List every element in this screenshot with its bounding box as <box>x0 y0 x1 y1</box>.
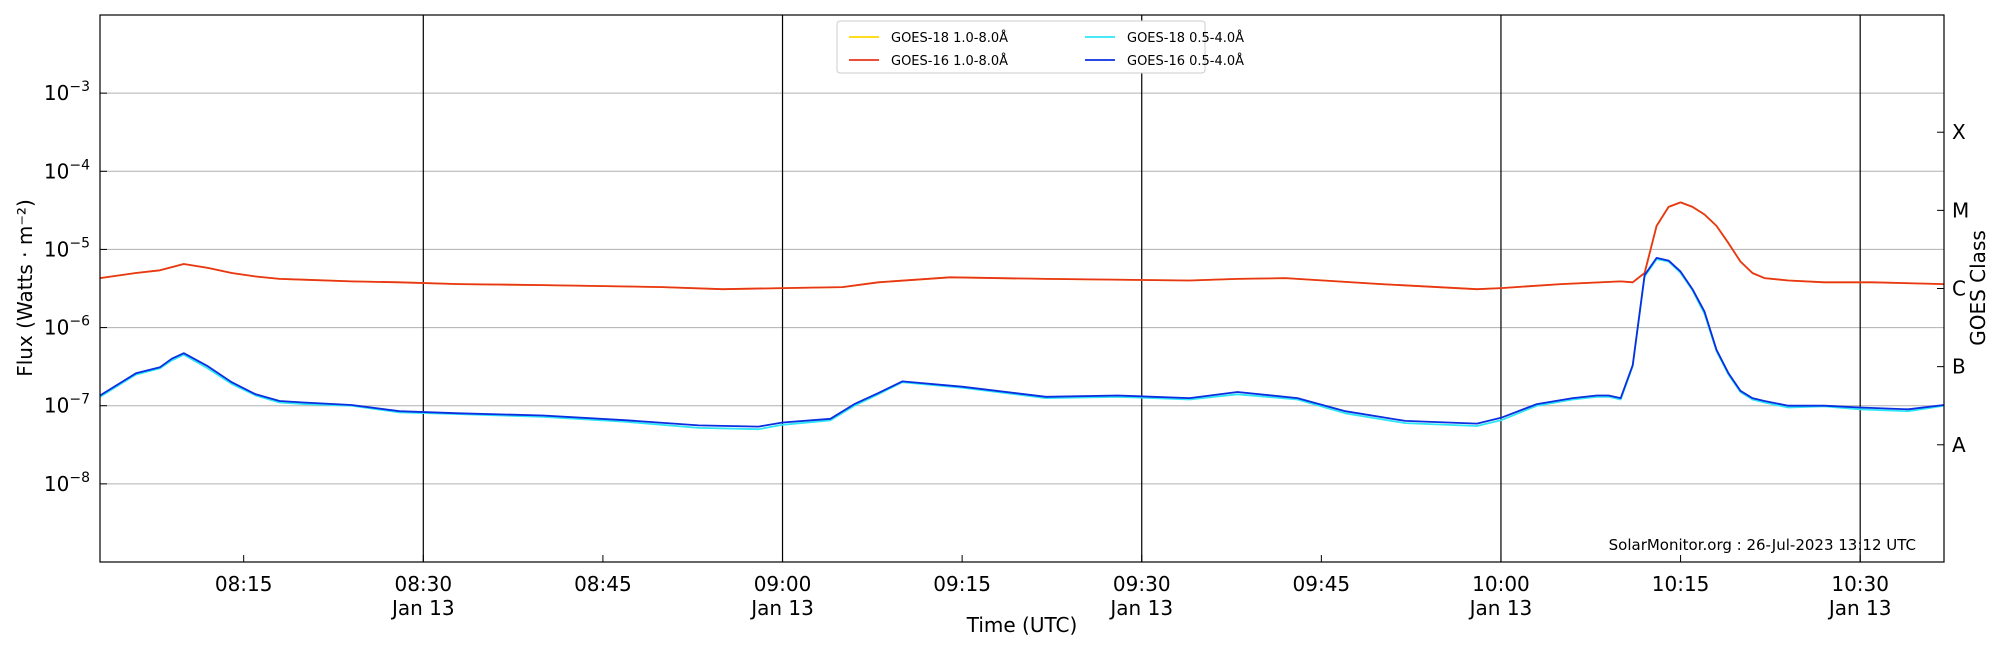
x-tick-label: 10:00 <box>1472 572 1530 596</box>
tick-layer <box>100 92 1944 562</box>
y-tick-label: 10−4 <box>44 157 90 183</box>
x-tick-date-label: Jan 13 <box>390 596 455 620</box>
goes-class-label: M <box>1952 198 1969 222</box>
y-tick-label: 10−6 <box>44 314 90 340</box>
x-tick-label: 09:00 <box>754 572 812 596</box>
x-tick-date-label: Jan 13 <box>749 596 814 620</box>
x-tick-date-label: Jan 13 <box>1827 596 1892 620</box>
legend-label: GOES-16 1.0-8.0Å <box>891 53 1008 69</box>
x-tick-label: 09:45 <box>1293 572 1351 596</box>
x-tick-label: 09:30 <box>1113 572 1171 596</box>
legend-label: GOES-16 0.5-4.0Å <box>1127 53 1244 69</box>
legend-label: GOES-18 1.0-8.0Å <box>891 30 1008 46</box>
right-axis-title: GOES Class <box>1966 230 1990 346</box>
x-tick-label: 09:15 <box>933 572 991 596</box>
legend: GOES-18 1.0-8.0Å GOES-18 0.5-4.0Å GOES-16 … <box>836 20 1244 74</box>
x-tick-label: 08:45 <box>574 572 632 596</box>
credit-text: SolarMonitor.org : 26-Jul-2023 13:12 UTC <box>1609 536 1916 554</box>
x-tick-date-label: Jan 13 <box>1108 596 1173 620</box>
series-line-goes-16-0-5-4-0- <box>99 256 1945 428</box>
x-tick-label: 08:15 <box>215 572 273 596</box>
plot-frame <box>99 14 1945 563</box>
x-tick-label: 08:30 <box>394 572 452 596</box>
x-tick-label: 10:30 <box>1831 572 1889 596</box>
series-line-goes-16-1-0-8-0- <box>99 201 1945 291</box>
x-axis-title: Time (UTC) <box>966 613 1078 637</box>
x-tick-date-label: Jan 13 <box>1468 596 1533 620</box>
grid-layer <box>100 92 1944 485</box>
goes-class-label: B <box>1952 355 1966 379</box>
y-tick-label: 10−8 <box>44 470 90 496</box>
series-line-goes-18-0-5-4-0- <box>99 258 1945 431</box>
vertical-marker-lines <box>422 15 1861 562</box>
goes-class-label: X <box>1952 120 1966 144</box>
y-tick-label: 10−7 <box>44 392 90 418</box>
y-axis-title: Flux (Watts · m⁻²) <box>13 199 37 377</box>
y-tick-label: 10−3 <box>44 79 90 105</box>
goes-class-label: C <box>1952 277 1966 301</box>
legend-label: GOES-18 0.5-4.0Å <box>1127 30 1244 46</box>
x-tick-label: 10:15 <box>1652 572 1710 596</box>
series-layer <box>99 201 1945 431</box>
legend-items: GOES-18 1.0-8.0Å GOES-18 0.5-4.0Å GOES-16 … <box>849 30 1244 69</box>
goes-class-label: A <box>1952 433 1966 457</box>
series-line-goes-18-1-0-8-0- <box>99 201 1945 291</box>
y-tick-label: 10−5 <box>44 235 90 261</box>
